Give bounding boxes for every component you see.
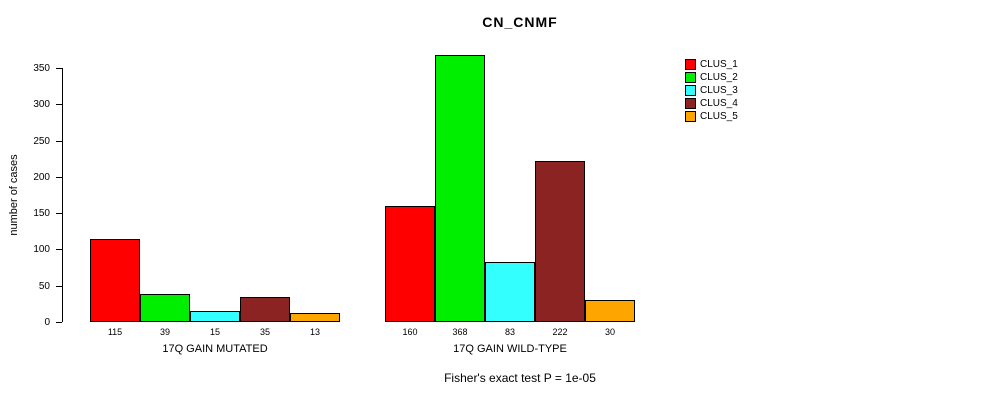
y-axis-tick <box>56 286 62 287</box>
legend-swatch <box>685 111 696 122</box>
legend-item: CLUS_3 <box>685 84 738 97</box>
y-axis-tick-label: 250 <box>33 136 50 147</box>
bar-value-label: 30 <box>604 327 615 337</box>
y-axis-tick-label: 0 <box>44 317 50 328</box>
legend-item: CLUS_5 <box>685 110 738 123</box>
y-axis-tick <box>56 68 62 69</box>
legend-swatch <box>685 98 696 109</box>
bar-clus_1 <box>385 206 435 322</box>
y-axis-tick <box>56 322 62 323</box>
bar-clus_3 <box>485 262 535 322</box>
legend-label: CLUS_3 <box>700 85 738 96</box>
y-axis-tick <box>56 213 62 214</box>
legend-label: CLUS_4 <box>700 98 738 109</box>
bar-value-label: 83 <box>504 327 515 337</box>
legend-label: CLUS_2 <box>700 72 738 83</box>
legend-item: CLUS_2 <box>685 71 738 84</box>
legend-item: CLUS_4 <box>685 97 738 110</box>
legend-label: CLUS_5 <box>700 111 738 122</box>
y-axis-tick <box>56 141 62 142</box>
bar-clus_4 <box>535 161 585 322</box>
y-axis-tick <box>56 104 62 105</box>
footnote: Fisher's exact test P = 1e-05 <box>444 371 596 385</box>
legend-item: CLUS_1 <box>685 58 738 71</box>
y-axis-line <box>62 68 63 322</box>
group-label: 17Q GAIN MUTATED <box>162 343 268 355</box>
y-axis-tick-label: 100 <box>33 244 50 255</box>
y-axis-tick-label: 150 <box>33 208 50 219</box>
group-label: 17Q GAIN WILD-TYPE <box>453 343 567 355</box>
bar-value-label: 39 <box>159 327 170 337</box>
bar-clus_2 <box>140 294 190 322</box>
y-axis-tick-label: 300 <box>33 99 50 110</box>
bar-value-label: 222 <box>552 327 568 337</box>
legend-swatch <box>685 59 696 70</box>
legend-swatch <box>685 85 696 96</box>
bar-clus_5 <box>290 313 340 322</box>
bar-clus_5 <box>585 300 635 322</box>
bar-value-label: 35 <box>259 327 270 337</box>
bar-clus_4 <box>240 297 290 322</box>
y-axis-tick <box>56 249 62 250</box>
bar-clus_3 <box>190 311 240 322</box>
y-axis-tick <box>56 177 62 178</box>
y-axis-tick-label: 350 <box>33 63 50 74</box>
bar-value-label: 15 <box>209 327 220 337</box>
legend-label: CLUS_1 <box>700 59 738 70</box>
bar-clus_1 <box>90 239 140 322</box>
bar-value-label: 160 <box>402 327 418 337</box>
y-axis-tick-label: 50 <box>38 281 50 292</box>
legend: CLUS_1 CLUS_2 CLUS_3 CLUS_4 CLUS_5 <box>685 58 738 123</box>
bar-value-label: 368 <box>452 327 468 337</box>
legend-swatch <box>685 72 696 83</box>
bar-value-label: 115 <box>107 327 123 337</box>
chart-title: CN_CNMF <box>482 14 558 30</box>
bar-clus_2 <box>435 55 485 322</box>
y-axis-tick-label: 200 <box>33 172 50 183</box>
bar-value-label: 13 <box>309 327 320 337</box>
